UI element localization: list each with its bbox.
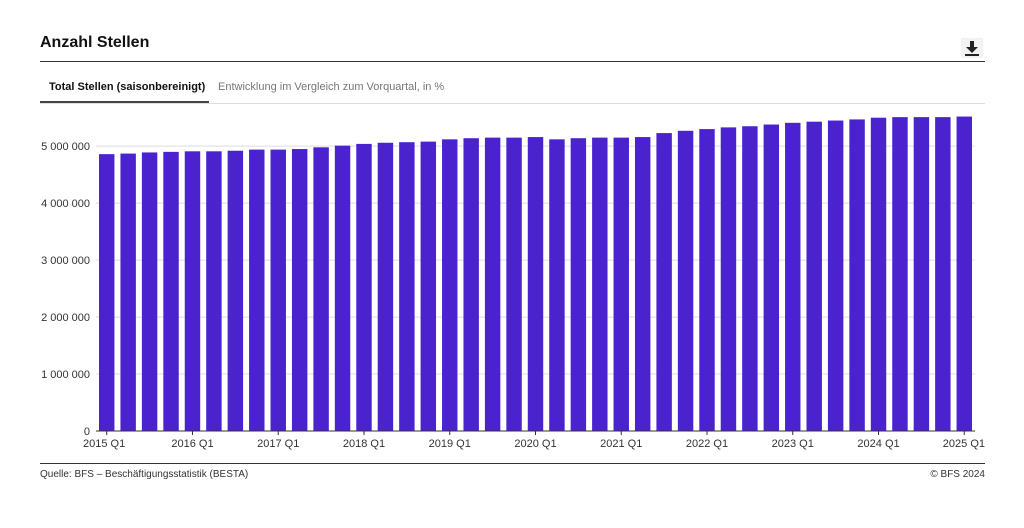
y-tick-label: 0 [84, 426, 90, 438]
y-tick-label: 2 000 000 [41, 312, 90, 324]
download-icon[interactable] [961, 38, 983, 58]
tab-entwicklung-vorquartal[interactable]: Entwicklung im Vergleich zum Vorquartal,… [218, 81, 445, 93]
y-tick-label: 3 000 000 [41, 255, 90, 267]
y-tick-label: 1 000 000 [41, 369, 90, 381]
bar-2016-q2[interactable] [206, 151, 222, 431]
x-tick-label: 2019 Q1 [429, 438, 471, 450]
bar-2020-q1[interactable] [527, 137, 544, 432]
bar-2020-q2[interactable] [549, 139, 565, 431]
x-tick-label: 2016 Q1 [171, 438, 213, 450]
bar-2023-q2[interactable] [806, 121, 822, 431]
bar-2021-q2[interactable] [634, 137, 651, 432]
source-note: Quelle: BFS – Beschäftigungsstatistik (B… [40, 469, 249, 480]
x-axis: 2015 Q1 2016 Q1 2017 Q1 2018 Q1 2019 Q1 2020 … [83, 430, 985, 450]
bar-2018-q3[interactable] [399, 142, 415, 431]
bar-2017-q4[interactable] [334, 145, 351, 431]
x-tick-label: 2025 Q1 [943, 438, 985, 450]
bar-2020-q4[interactable] [592, 137, 608, 432]
bar-2021-q1[interactable] [613, 137, 629, 432]
bar-2022-q4[interactable] [763, 124, 780, 432]
y-axis: 0 1 000 000 2 000 000 3 000 000 4 000 000 5 0… [41, 141, 90, 438]
y-tick-label: 4 000 000 [41, 198, 90, 210]
x-tick-label: 2017 Q1 [257, 438, 299, 450]
bar-2020-q3[interactable] [570, 138, 587, 432]
bar-2016-q3[interactable] [227, 150, 244, 431]
bar-2015-q1[interactable] [99, 154, 115, 431]
tab-divider [40, 103, 985, 104]
bar-2021-q4[interactable] [677, 130, 694, 431]
bar-2017-q2[interactable] [291, 149, 308, 431]
bar-2024-q4[interactable] [935, 117, 951, 432]
bar-2019-q2[interactable] [463, 138, 479, 432]
bar-2015-q3[interactable] [141, 152, 158, 431]
bar-2017-q3[interactable] [313, 147, 329, 431]
x-tick-label: 2020 Q1 [514, 438, 556, 450]
bar-2024-q2[interactable] [892, 117, 908, 432]
bar-2021-q3[interactable] [656, 133, 672, 431]
footer-divider [40, 463, 985, 464]
page-title: Anzahl Stellen [40, 34, 150, 51]
bar-2022-q1[interactable] [699, 129, 715, 431]
bar-2018-q1[interactable] [356, 143, 372, 431]
y-tick-label: 5 000 000 [41, 141, 90, 153]
bar-2022-q3[interactable] [742, 126, 758, 431]
bar-2024-q3[interactable] [913, 117, 930, 432]
bar-2018-q4[interactable] [420, 141, 437, 431]
x-tick-label: 2015 Q1 [83, 438, 125, 450]
bar-2017-q1[interactable] [270, 149, 286, 431]
bar-2019-q4[interactable] [506, 137, 522, 432]
bar-2019-q3[interactable] [484, 137, 501, 432]
bar-2016-q4[interactable] [249, 149, 265, 431]
bar-2023-q1[interactable] [785, 122, 801, 431]
bar-2015-q4[interactable] [163, 151, 179, 431]
bar-2022-q2[interactable] [720, 127, 737, 431]
bar-2023-q4[interactable] [849, 119, 865, 431]
x-tick-label: 2018 Q1 [343, 438, 385, 450]
x-tick-label: 2023 Q1 [772, 438, 814, 450]
bar-2024-q1[interactable] [870, 117, 887, 432]
bar-2018-q2[interactable] [377, 142, 394, 431]
bar-2016-q1[interactable] [184, 151, 201, 431]
bar-2025-q1[interactable] [956, 116, 972, 432]
bar-2015-q2[interactable] [120, 153, 136, 431]
x-tick-label: 2022 Q1 [686, 438, 728, 450]
x-tick-label: 2024 Q1 [857, 438, 899, 450]
tab-bar: Total Stellen (saisonbereinigt) Entwickl… [40, 78, 985, 104]
header-divider [40, 61, 985, 62]
x-tick-label: 2021 Q1 [600, 438, 642, 450]
bar-2023-q3[interactable] [827, 120, 844, 431]
bar-2019-q1[interactable] [442, 139, 458, 431]
copyright-note: © BFS 2024 [930, 469, 985, 480]
chart-bars [99, 116, 972, 432]
tab-total-stellen[interactable]: Total Stellen (saisonbereinigt) [40, 78, 209, 103]
bar-chart: 0 1 000 000 2 000 000 3 000 000 4 000 000 5 0… [41, 116, 985, 450]
